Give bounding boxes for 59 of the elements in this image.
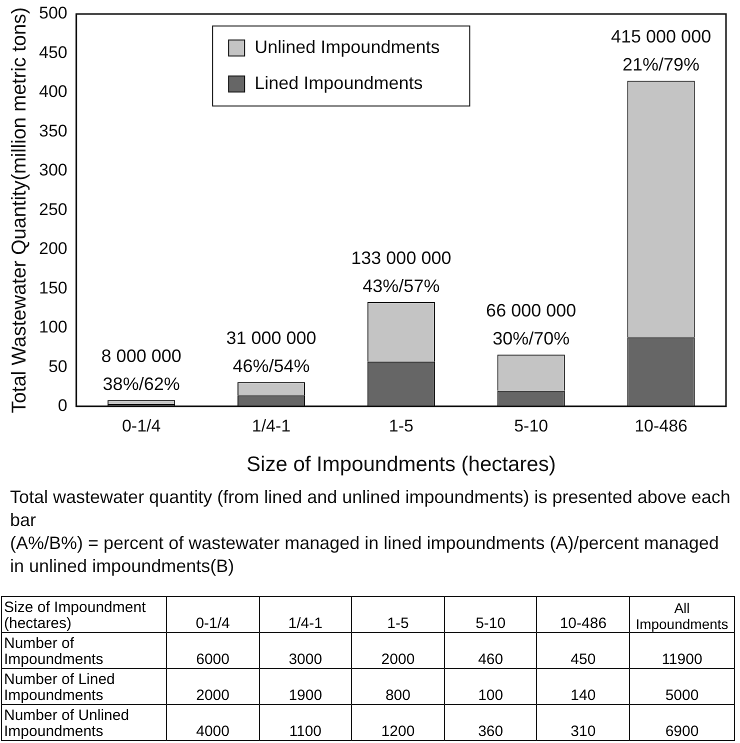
total-label: 31 000 000 bbox=[226, 328, 316, 348]
data-label: 6000 bbox=[166, 632, 260, 668]
data-label: 1200 bbox=[352, 704, 444, 740]
y-tick-label: Number of Lined Impoundments bbox=[2, 668, 166, 704]
annotation: 30%/70% bbox=[492, 328, 570, 349]
legend-label: Lined Impoundments bbox=[254, 72, 423, 93]
data-label: 460 bbox=[444, 632, 537, 668]
x-tick-label: 5-10 bbox=[444, 596, 537, 632]
data-label: 6900 bbox=[630, 704, 734, 740]
data-label: 800 bbox=[352, 668, 444, 704]
annotation: 43%/57% bbox=[362, 276, 440, 296]
data-label: 4000 bbox=[166, 704, 260, 740]
data-label: 140 bbox=[536, 668, 630, 704]
y-tick-label: 350 bbox=[38, 121, 68, 140]
y-tick-label: 500 bbox=[38, 4, 68, 23]
y-tick-label: Number of Impoundments bbox=[2, 632, 166, 668]
total-label: 66 000 000 bbox=[486, 300, 576, 321]
y-tick-label: 400 bbox=[38, 82, 68, 102]
data-label: 450 bbox=[536, 632, 630, 668]
y-tick-label: 0 bbox=[58, 396, 68, 416]
y-tick-label: 450 bbox=[38, 42, 68, 62]
y-tick-label: 150 bbox=[38, 278, 68, 298]
y-tick-label: 300 bbox=[38, 160, 68, 180]
x-tick-label: 1/4-1 bbox=[252, 416, 291, 436]
text: (A%/B%) = percent of wastewater managed in lined impoundments (A)/percent managed in unlined impoundments(B) bbox=[10, 532, 720, 578]
x-tick-label: 1/4-1 bbox=[259, 596, 352, 632]
y-tick-label: 200 bbox=[38, 239, 68, 258]
total-label: 133 000 000 bbox=[351, 248, 452, 268]
total-label: 8 000 000 bbox=[101, 346, 182, 366]
legend-label: Unlined Impoundments bbox=[254, 36, 440, 57]
annotation: 46%/54% bbox=[232, 356, 310, 376]
data-label: 100 bbox=[444, 668, 537, 704]
text: Total wastewater quantity (from lined and unlined impoundments) is presented above each bar bbox=[10, 486, 732, 532]
x-tick-label: 1-5 bbox=[352, 596, 444, 632]
data-label: 1900 bbox=[259, 668, 352, 704]
y-axis-title: Total Wastewater Quantity(million metric tons) bbox=[8, 7, 31, 414]
y-tick-label: 50 bbox=[48, 356, 68, 376]
chart-title: Size of Impoundment (hectares) bbox=[2, 596, 166, 632]
x-tick-label: 10-486 bbox=[536, 596, 630, 632]
y-tick-label: 250 bbox=[38, 200, 68, 219]
data-label: 360 bbox=[444, 704, 537, 740]
data-label: 2000 bbox=[352, 632, 444, 668]
y-tick-label: Number of Unlined Impoundments bbox=[2, 704, 166, 740]
annotation: 21%/79% bbox=[622, 54, 700, 75]
data-label: 5000 bbox=[630, 668, 734, 704]
y-tick-label: 100 bbox=[38, 318, 68, 337]
x-tick-label: 0-1/4 bbox=[166, 596, 260, 632]
x-tick-label: 1-5 bbox=[388, 416, 414, 436]
data-label: 1100 bbox=[259, 704, 352, 740]
total-label: 415 000 000 bbox=[610, 26, 712, 47]
data-label: 310 bbox=[536, 704, 630, 740]
data-label: 2000 bbox=[166, 668, 260, 704]
x-tick-label: 5-10 bbox=[514, 416, 548, 436]
x-tick-label: 0-1/4 bbox=[122, 416, 161, 436]
annotation: 38%/62% bbox=[102, 374, 180, 394]
data-label: 11900 bbox=[630, 632, 734, 668]
x-tick-label: 10-486 bbox=[634, 416, 688, 436]
data-label: 3000 bbox=[259, 632, 352, 668]
x-axis-title: Size of Impoundments (hectares) bbox=[246, 453, 556, 476]
